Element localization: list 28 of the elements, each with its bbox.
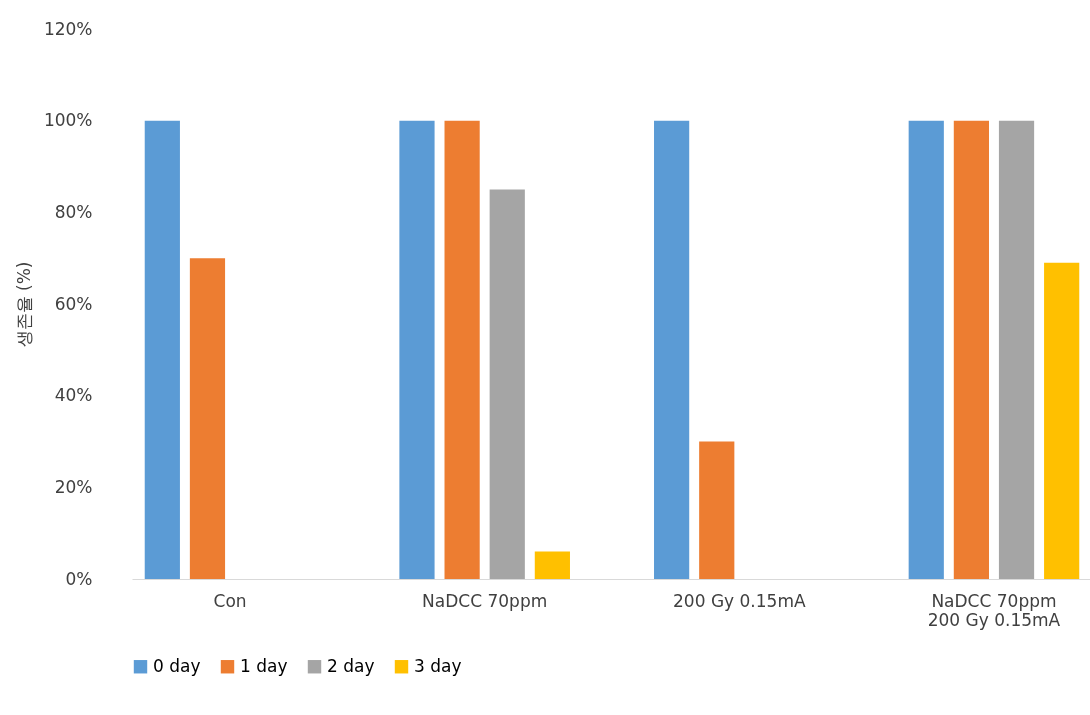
y-tick-label: 120%: [43, 18, 93, 39]
bar: [399, 120, 435, 579]
y-axis-title: 생존율 (%): [13, 261, 34, 348]
bar: [654, 120, 690, 579]
x-tick-label: Con: [213, 590, 247, 611]
bar: [908, 120, 944, 579]
bar: [144, 120, 180, 579]
x-tick-label: NaDCC 70ppm: [422, 590, 548, 611]
x-tick-label: 200 Gy 0.15mA: [673, 590, 806, 611]
bar: [998, 120, 1035, 579]
y-tick-label: 80%: [54, 201, 93, 222]
bar: [444, 120, 480, 579]
y-tick-label: 0%: [65, 568, 93, 589]
y-tick-label: 40%: [54, 385, 93, 406]
bar: [534, 551, 570, 579]
legend-label: 1 day: [240, 655, 288, 676]
bar: [189, 258, 226, 579]
bar: [489, 189, 525, 579]
legend-label: 2 day: [327, 655, 375, 676]
legend-label: 0 day: [153, 655, 201, 676]
y-tick-label: 20%: [54, 476, 93, 497]
legend-label: 3 day: [414, 655, 462, 676]
x-tick-label: NaDCC 70ppm 200 Gy 0.15mA: [927, 590, 1061, 630]
bar: [699, 441, 735, 579]
bar: [1044, 262, 1080, 579]
y-tick-label: 100%: [43, 110, 93, 131]
bar: [953, 120, 989, 579]
y-tick-label: 60%: [54, 293, 93, 314]
